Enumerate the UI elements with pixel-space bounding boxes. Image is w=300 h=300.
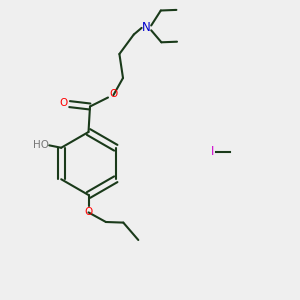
- Text: O: O: [110, 89, 118, 100]
- Text: I: I: [211, 145, 214, 158]
- Text: O: O: [84, 207, 93, 218]
- Text: HO: HO: [33, 140, 50, 150]
- Text: N: N: [142, 21, 151, 34]
- Text: O: O: [59, 98, 67, 108]
